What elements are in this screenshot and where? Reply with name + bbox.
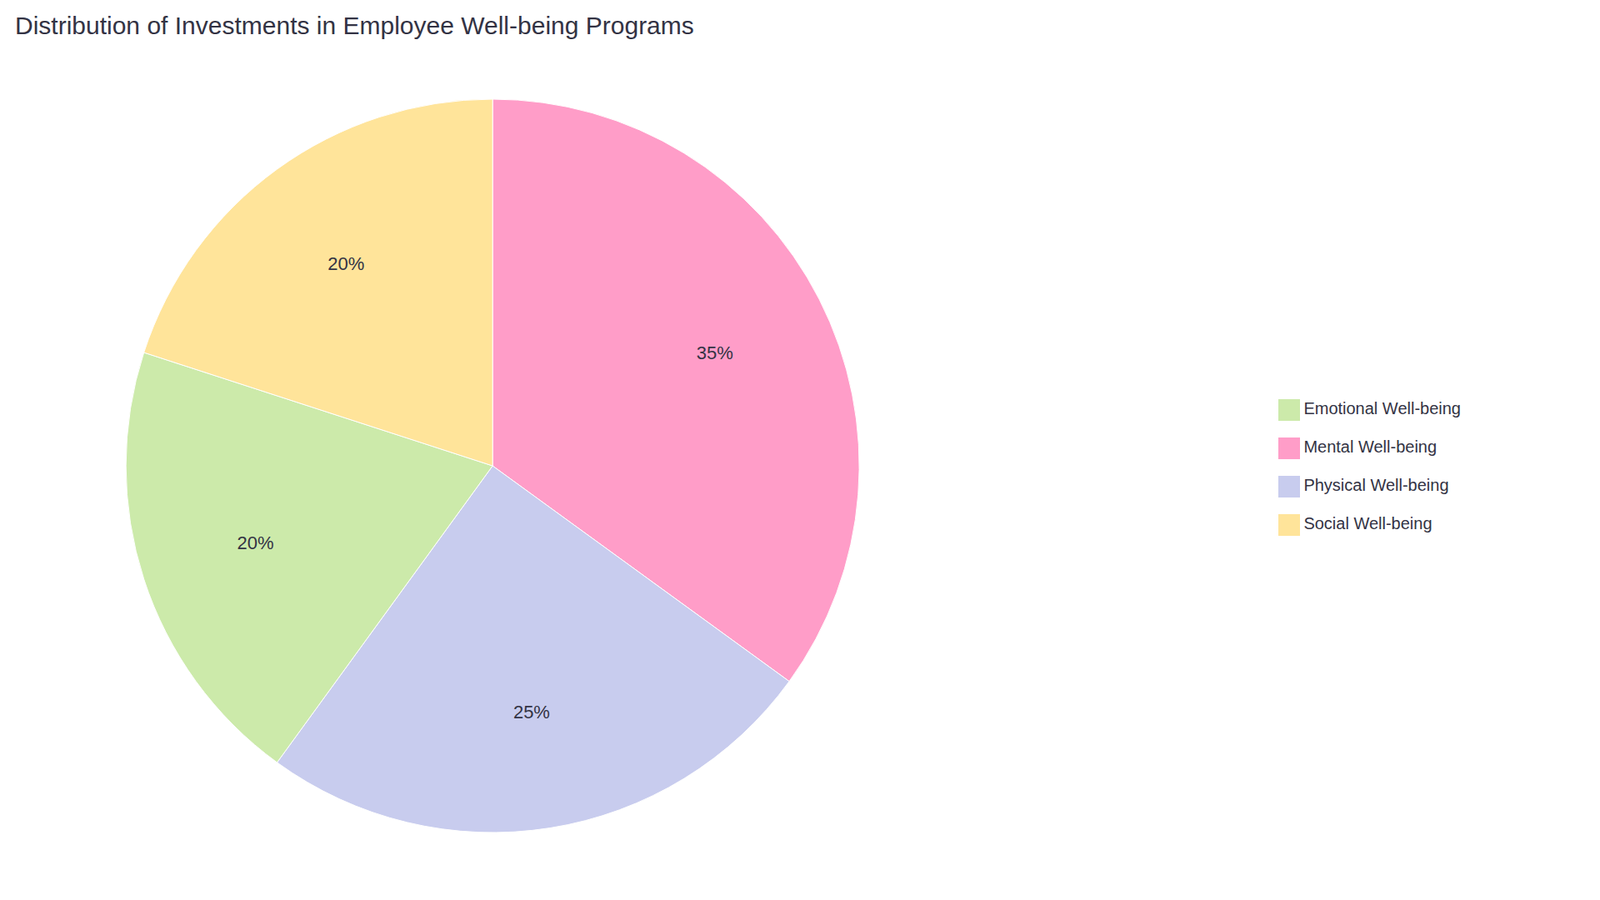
svg-text:25%: 25% (513, 701, 550, 723)
svg-text:20%: 20% (327, 253, 365, 275)
svg-text:20%: 20% (237, 532, 275, 554)
html-text:Social Well-being: Social Well-being (1303, 514, 1433, 533)
html-text:Mental Well-being: Mental Well-being (1303, 437, 1437, 456)
svg-text:35%: 35% (696, 342, 734, 364)
html-text:Distribution of Investments in: Distribution of Investments in Employee … (15, 11, 694, 40)
html-text:Physical Well-being: Physical Well-being (1303, 475, 1449, 495)
html-text:Emotional Well-being: Emotional Well-being (1303, 399, 1461, 418)
